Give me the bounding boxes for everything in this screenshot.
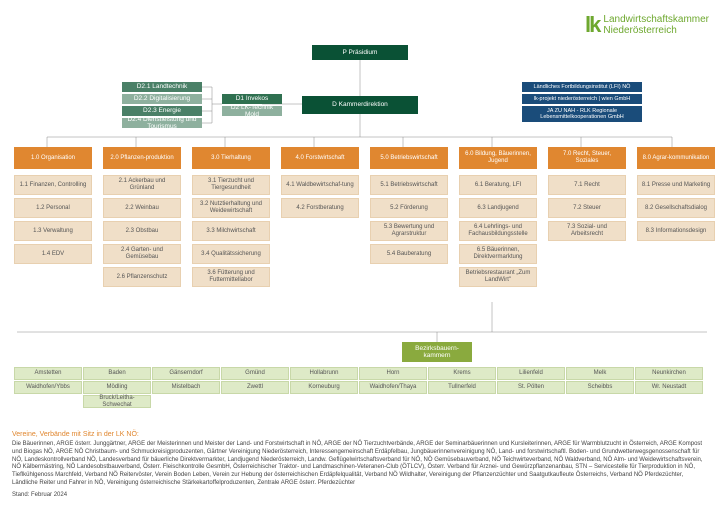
bez-cell-1-4: Korneuburg (290, 381, 358, 394)
dept-sub-0-3: 1.4 EDV (14, 244, 92, 264)
dept-sub-2-1: 3.2 Nutztierhaltung und Weidewirtschaft (192, 198, 270, 218)
dept-sub-4-0: 5.1 Betriebswirtschaft (370, 175, 448, 195)
bez-cell-1-1: Mödling (83, 381, 151, 394)
dept-sub-1-0: 2.1 Ackerbau und Grünland (103, 175, 181, 195)
footer: Vereine, Verbände mit Sitz in der LK NÖ:… (12, 430, 709, 500)
bez-cell-0-9: Neunkirchen (635, 367, 703, 380)
logo-line2: Niederösterreich (603, 25, 676, 36)
dept-head-7: 8.0 Agrar-kommunikation (637, 147, 715, 169)
dept-sub-5-2: 6.4 Lehrlings- und Fachausbildungsstelle (459, 221, 537, 241)
bez-cell-0-8: Melk (566, 367, 634, 380)
logo-line1: Landwirtschaftskammer (603, 14, 709, 25)
direction-box: D Kammerdirektion (302, 96, 418, 114)
dept-sub-7-1: 8.2 Gesellschaftsdialog (637, 198, 715, 218)
d2-4-box: D2.4 Dienstleistung und Tourismus (122, 118, 202, 128)
bez-cell-0-2: Gänserndorf (152, 367, 220, 380)
bez-cell-0-1: Baden (83, 367, 151, 380)
dept-sub-0-1: 1.2 Personal (14, 198, 92, 218)
bez-cell-1-6: Tullnerfeld (428, 381, 496, 394)
bez-head: Bezirksbauern-kammern (402, 342, 472, 362)
dept-head-0: 1.0 Organisation (14, 147, 92, 169)
dept-sub-1-1: 2.2 Weinbau (103, 198, 181, 218)
bez-cell-0-6: Krems (428, 367, 496, 380)
dept-sub-0-2: 1.3 Verwaltung (14, 221, 92, 241)
dept-sub-0-0: 1.1 Finanzen, Controlling (14, 175, 92, 195)
bez-cell-0-7: Lilienfeld (497, 367, 565, 380)
dept-sub-6-0: 7.1 Recht (548, 175, 626, 195)
bez-cell-0-3: Gmünd (221, 367, 289, 380)
dept-sub-1-2: 2.3 Obstbau (103, 221, 181, 241)
d2-3-box: D2.3 Energie (122, 106, 202, 116)
bez-cell-1-3: Zwettl (221, 381, 289, 394)
footer-title: Vereine, Verbände mit Sitz in der LK NÖ: (12, 430, 709, 439)
dept-head-6: 7.0 Recht, Steuer, Soziales (548, 147, 626, 169)
dept-head-3: 4.0 Forstwirtschaft (281, 147, 359, 169)
dept-sub-1-4: 2.6 Pflanzenschutz (103, 267, 181, 287)
bez-cell-0-4: Hollabrunn (290, 367, 358, 380)
dept-sub-3-1: 4.2 Forstberatung (281, 198, 359, 218)
bez-cell-1-9: Wr. Neustadt (635, 381, 703, 394)
bez-cell-2-1: Bruck/Leitha-Schwechat (83, 395, 151, 408)
bez-cell-1-8: Scheibbs (566, 381, 634, 394)
bez-cell-0-0: Amstetten (14, 367, 82, 380)
d2-2-box: D2.2 Digitalisierung (122, 94, 202, 104)
dept-sub-1-3: 2.4 Garten- und Gemüsebau (103, 244, 181, 264)
dept-sub-5-1: 6.3 Landjugend (459, 198, 537, 218)
footer-stand: Stand: Februar 2024 (12, 492, 709, 500)
blue-2: lk-projekt niederösterreich | wien GmbH (522, 94, 642, 104)
dept-sub-2-3: 3.4 Qualitätssicherung (192, 244, 270, 264)
dept-sub-7-0: 8.1 Presse und Marketing (637, 175, 715, 195)
footer-text: Die Bäuerinnen, ARGE österr. Junggärtner… (12, 441, 709, 488)
bez-cell-1-0: Waidhofen/Ybbs (14, 381, 82, 394)
dept-sub-6-2: 7.3 Sozial- und Arbeitsrecht (548, 221, 626, 241)
logo: lk Landwirtschaftskammer Niederösterreic… (585, 12, 709, 38)
logo-text: Landwirtschaftskammer Niederösterreich (603, 14, 709, 36)
dept-sub-4-2: 5.3 Bewertung und Agrarstruktur (370, 221, 448, 241)
bez-cell-0-5: Horn (359, 367, 427, 380)
dept-head-2: 3.0 Tierhaltung (192, 147, 270, 169)
d1-lk-box: D2 LK-Technik Mold (222, 106, 282, 116)
blue-1: Ländliches Fortbildungsinstitut (LFI) NÖ (522, 82, 642, 92)
dept-sub-4-1: 5.2 Förderung (370, 198, 448, 218)
dept-sub-5-0: 6.1 Beratung, LFI (459, 175, 537, 195)
logo-mark: lk (585, 12, 599, 38)
dept-sub-4-3: 5.4 Bauberatung (370, 244, 448, 264)
dept-sub-6-1: 7.2 Steuer (548, 198, 626, 218)
dept-sub-2-2: 3.3 Milchwirtschaft (192, 221, 270, 241)
blue-3: JA ZU NAH - RLK Regionale Lebensmittelko… (522, 106, 642, 122)
dept-sub-5-3: 6.5 Bäuerinnen, Direktvermarktung (459, 244, 537, 264)
bez-cell-1-2: Mistelbach (152, 381, 220, 394)
dept-sub-2-0: 3.1 Tierzucht und Tiergesundheit (192, 175, 270, 195)
presidium-box: P Präsidium (312, 45, 408, 60)
dept-sub-7-2: 8.3 Informationsdesign (637, 221, 715, 241)
d1-invekos-box: D1 Invekos (222, 94, 282, 104)
dept-head-5: 6.0 Bildung, Bäuerinnen, Jugend (459, 147, 537, 169)
dept-sub-5-4: Betriebsrestaurant „Zum LandWirt" (459, 267, 537, 287)
dept-head-1: 2.0 Pflanzen-produktion (103, 147, 181, 169)
org-chart: P Präsidium D Kammerdirektion D2.1 Landt… (12, 42, 709, 422)
d2-1-box: D2.1 Landtechnik (122, 82, 202, 92)
dept-sub-2-4: 3.6 Fütterung und Futtermittellabor (192, 267, 270, 287)
bez-cell-1-7: St. Pölten (497, 381, 565, 394)
dept-sub-3-0: 4.1 Waldbewirtschaf-tung (281, 175, 359, 195)
bez-cell-1-5: Waidhofen/Thaya (359, 381, 427, 394)
header: lk Landwirtschaftskammer Niederösterreic… (12, 12, 709, 38)
dept-head-4: 5.0 Betriebswirtschaft (370, 147, 448, 169)
